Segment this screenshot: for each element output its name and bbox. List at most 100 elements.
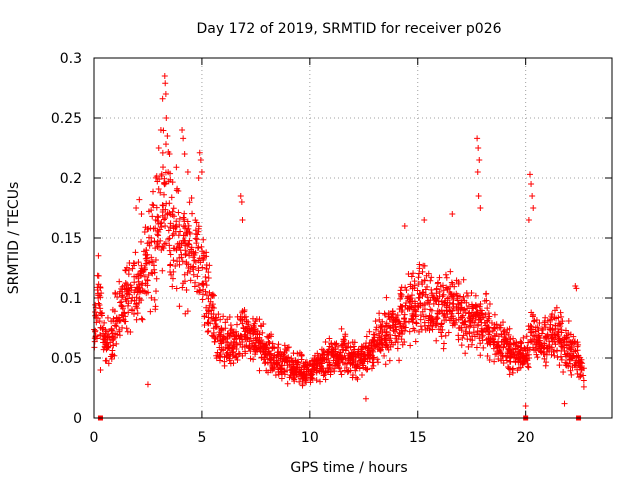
- data-point: [387, 343, 394, 350]
- data-point: [514, 354, 521, 361]
- data-point: [551, 352, 558, 359]
- data-point: [392, 332, 399, 339]
- data-point: [466, 329, 473, 336]
- data-point: [184, 308, 191, 315]
- data-point: [159, 267, 166, 274]
- data-point: [330, 346, 337, 353]
- data-point: [440, 345, 447, 352]
- data-point: [472, 292, 479, 299]
- data-point: [508, 350, 515, 357]
- data-point: [357, 358, 364, 365]
- data-point: [162, 215, 169, 222]
- data-point: [97, 331, 104, 338]
- data-point: [283, 367, 290, 374]
- data-point: [526, 346, 533, 353]
- data-point: [552, 322, 559, 329]
- data-point: [474, 331, 481, 338]
- data-point: [262, 351, 269, 358]
- data-point: [116, 278, 123, 285]
- data-point: [130, 310, 137, 317]
- data-point: [466, 323, 473, 330]
- data-point: [531, 347, 538, 354]
- data-point: [148, 258, 155, 265]
- data-point: [483, 336, 490, 343]
- data-point: [181, 151, 188, 157]
- data-point: [152, 257, 159, 264]
- data-point: [576, 374, 583, 381]
- data-point: [296, 378, 303, 385]
- data-point: [495, 349, 502, 356]
- data-point: [157, 127, 164, 133]
- data-point: [116, 328, 123, 335]
- data-point: [111, 352, 118, 359]
- data-point: [496, 347, 503, 354]
- data-point: [269, 354, 276, 361]
- data-point: [121, 286, 128, 293]
- data-point: [176, 254, 183, 261]
- data-point: [451, 283, 458, 290]
- data-point: [475, 193, 482, 199]
- data-point: [512, 349, 519, 356]
- data-point: [180, 223, 187, 230]
- data-point: [167, 176, 174, 183]
- data-point: [416, 270, 422, 277]
- data-point: [309, 375, 316, 382]
- data-point: [462, 350, 469, 357]
- data-point: [542, 362, 549, 369]
- data-point: [277, 348, 284, 355]
- data-point: [447, 268, 454, 275]
- data-point: [151, 266, 158, 273]
- data-point: [368, 339, 375, 346]
- data-point: [122, 279, 129, 286]
- data-point: [162, 91, 169, 97]
- data-point: [298, 352, 305, 359]
- data-point: [111, 322, 118, 329]
- data-point: [113, 340, 120, 347]
- data-point: [543, 333, 550, 340]
- data-point: [320, 347, 327, 354]
- x-axis-label: GPS time / hours: [290, 460, 407, 476]
- data-point: [311, 364, 318, 371]
- data-point: [230, 360, 237, 367]
- data-point: [162, 223, 169, 230]
- data-point: [577, 371, 584, 378]
- data-point: [169, 275, 176, 282]
- data-point: [108, 355, 115, 362]
- data-point: [242, 331, 249, 338]
- data-point: [436, 274, 443, 281]
- data-point: [488, 320, 495, 327]
- data-point: [476, 316, 483, 323]
- data-point: [409, 319, 416, 326]
- data-point: [443, 307, 450, 314]
- data-point: [227, 330, 234, 337]
- data-point: [137, 268, 144, 275]
- data-point: [358, 343, 365, 350]
- data-point: [342, 331, 349, 338]
- data-point: [149, 213, 156, 220]
- data-point: [486, 313, 493, 320]
- data-point: [410, 325, 417, 332]
- data-point: [500, 319, 507, 326]
- data-point: [132, 249, 139, 256]
- data-point: [239, 217, 246, 223]
- data-point: [162, 141, 169, 148]
- data-point: [195, 257, 202, 264]
- data-point: [233, 353, 240, 360]
- data-point: [178, 241, 185, 248]
- data-point: [134, 310, 141, 317]
- data-point: [495, 342, 502, 349]
- data-point: [181, 216, 188, 223]
- data-point: [235, 350, 242, 357]
- data-point: [535, 343, 542, 350]
- data-point: [155, 145, 162, 151]
- data-point: [281, 371, 288, 378]
- data-point: [345, 350, 352, 357]
- data-point: [193, 240, 200, 247]
- data-point: [490, 336, 497, 343]
- data-point: [527, 338, 534, 345]
- data-point: [482, 291, 489, 298]
- data-point: [396, 357, 403, 364]
- data-point: [529, 193, 536, 199]
- data-point: [102, 332, 109, 339]
- data-point: [100, 339, 107, 346]
